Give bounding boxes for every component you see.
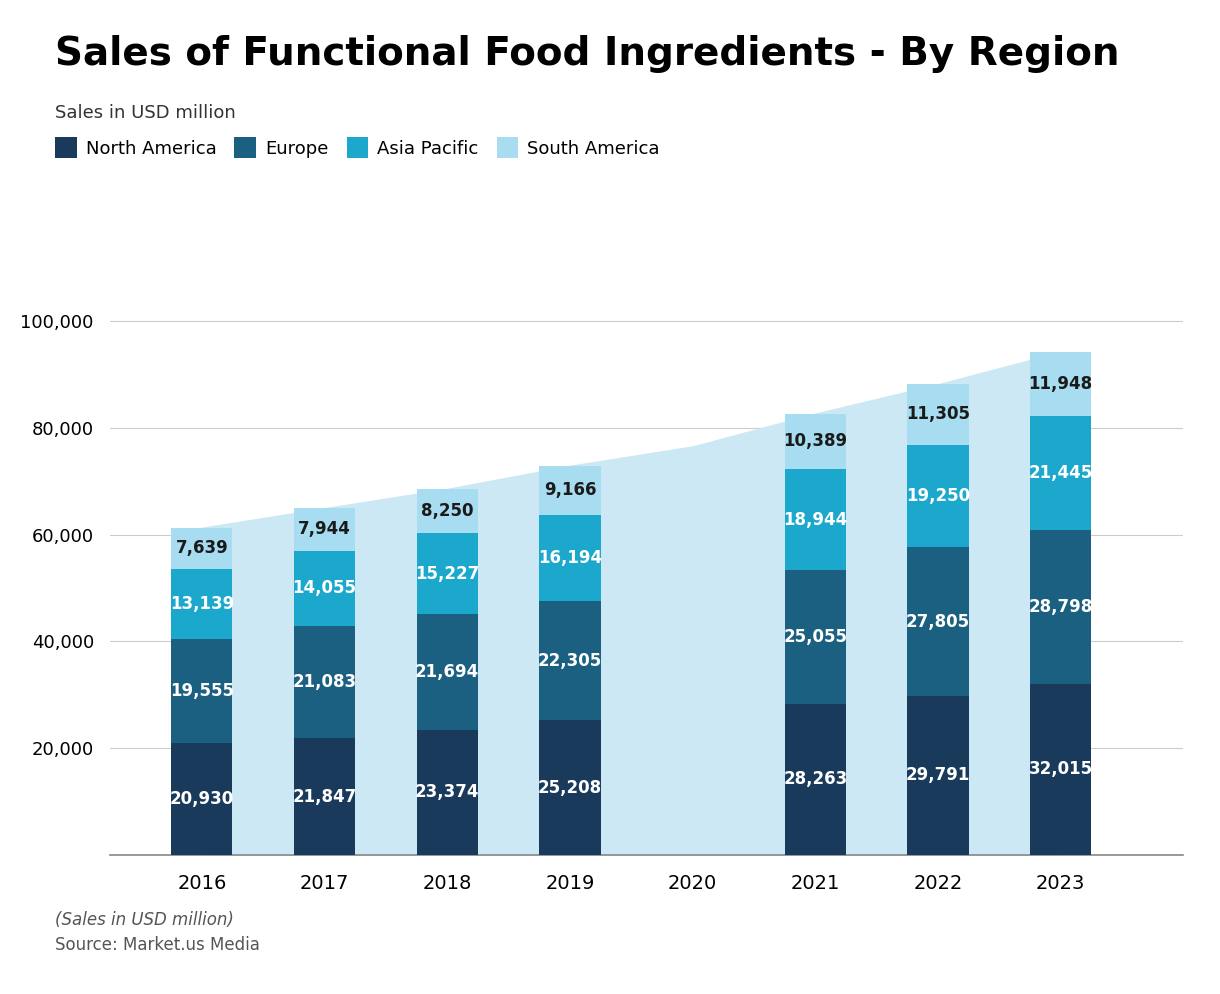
Bar [416,614,478,730]
Bar [908,548,969,696]
Bar [539,466,600,515]
Bar [171,744,233,855]
Text: 25,208: 25,208 [538,778,601,796]
Text: 32,015: 32,015 [1028,760,1093,778]
Text: 8,250: 8,250 [421,502,473,520]
Bar [784,469,845,571]
Bar [294,508,355,551]
Bar [416,489,478,533]
Text: 7,639: 7,639 [176,539,228,558]
Bar [294,551,355,625]
Bar [908,696,969,855]
Bar [416,533,478,614]
Text: 20,930: 20,930 [170,790,234,808]
Legend: North America, Europe, Asia Pacific, South America: North America, Europe, Asia Pacific, Sou… [55,137,660,158]
Text: 22,305: 22,305 [538,652,601,670]
Text: 28,798: 28,798 [1028,598,1093,616]
Text: Sales in USD million: Sales in USD million [55,104,235,122]
Bar [171,528,233,569]
Bar [1030,684,1092,855]
Text: 28,263: 28,263 [783,770,848,788]
Bar [416,730,478,855]
Text: 13,139: 13,139 [170,594,234,612]
Text: 21,847: 21,847 [293,787,356,805]
Text: Sales of Functional Food Ingredients - By Region: Sales of Functional Food Ingredients - B… [55,35,1120,73]
Text: 11,948: 11,948 [1028,375,1093,393]
Text: 14,055: 14,055 [293,580,356,597]
Text: 9,166: 9,166 [544,481,597,499]
Text: 25,055: 25,055 [783,628,848,646]
Bar [1030,352,1092,415]
Text: 29,791: 29,791 [905,766,970,784]
Bar [539,601,600,721]
Bar [908,385,969,444]
Text: 21,445: 21,445 [1028,464,1093,482]
Text: 19,250: 19,250 [906,487,970,505]
Text: 10,389: 10,389 [783,432,848,450]
Text: (Sales in USD million): (Sales in USD million) [55,911,234,929]
Bar [1030,530,1092,684]
Bar [784,704,845,855]
Text: 21,083: 21,083 [293,673,356,691]
Text: 16,194: 16,194 [538,549,601,567]
Bar [539,515,600,601]
Text: 15,227: 15,227 [415,565,479,582]
Bar [539,721,600,855]
Text: 19,555: 19,555 [170,682,234,700]
Text: 21,694: 21,694 [415,663,479,681]
Bar [784,414,845,469]
Bar [171,639,233,744]
Bar [294,625,355,739]
Text: 23,374: 23,374 [415,783,479,801]
Text: 27,805: 27,805 [906,612,970,630]
Bar [171,569,233,639]
Text: 18,944: 18,944 [783,511,848,529]
Bar [294,739,355,855]
Bar [908,444,969,548]
Text: 7,944: 7,944 [298,521,351,539]
Text: Source: Market.us Media: Source: Market.us Media [55,936,260,954]
Bar [1030,415,1092,530]
Bar [784,571,845,704]
Text: 11,305: 11,305 [906,406,970,423]
